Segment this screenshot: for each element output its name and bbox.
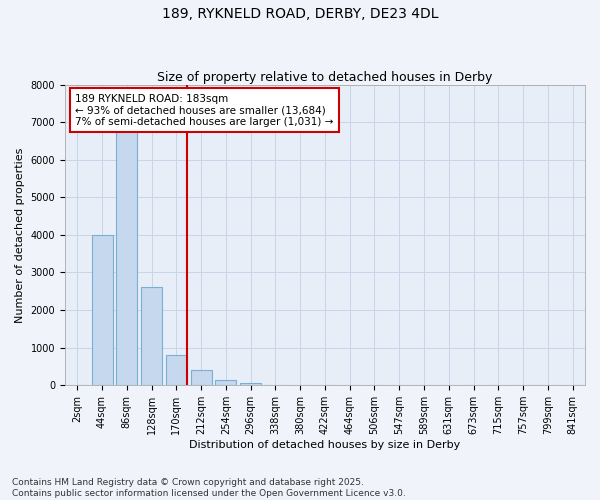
Bar [215, 380, 236, 385]
X-axis label: Distribution of detached houses by size in Derby: Distribution of detached houses by size … [190, 440, 461, 450]
Bar [92, 235, 113, 385]
Bar [191, 370, 212, 385]
Text: 189, RYKNELD ROAD, DERBY, DE23 4DL: 189, RYKNELD ROAD, DERBY, DE23 4DL [162, 8, 438, 22]
Bar [116, 111, 137, 385]
Y-axis label: Number of detached properties: Number of detached properties [15, 147, 25, 322]
Text: 189 RYKNELD ROAD: 183sqm
← 93% of detached houses are smaller (13,684)
7% of sem: 189 RYKNELD ROAD: 183sqm ← 93% of detach… [76, 94, 334, 126]
Bar [141, 288, 162, 385]
Bar [240, 383, 261, 385]
Text: Contains HM Land Registry data © Crown copyright and database right 2025.
Contai: Contains HM Land Registry data © Crown c… [12, 478, 406, 498]
Bar [166, 355, 187, 385]
Title: Size of property relative to detached houses in Derby: Size of property relative to detached ho… [157, 72, 493, 85]
